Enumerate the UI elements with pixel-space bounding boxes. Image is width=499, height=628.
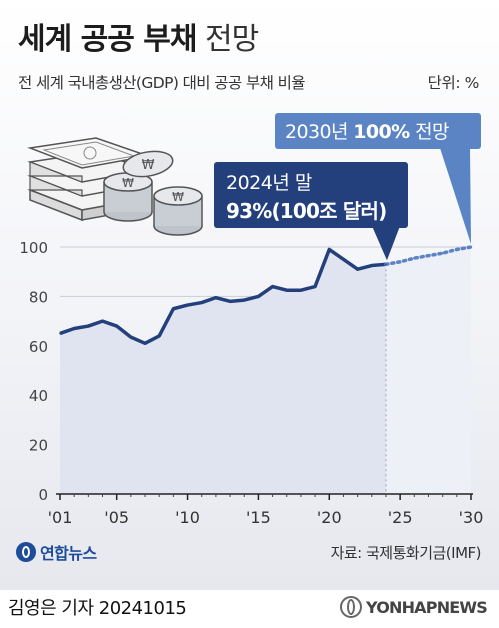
callout-2030-pointer — [440, 148, 471, 244]
y-tick-label-100: 100 — [19, 239, 48, 257]
point-2021 — [342, 258, 345, 261]
historical-debt-line — [59, 247, 387, 346]
callout-2024-pointer — [372, 226, 400, 261]
point-2003 — [87, 325, 90, 327]
y-tick-label-0: 0 — [38, 486, 48, 504]
callout-2030: 2030년 100% 전망 — [275, 113, 481, 149]
money-stack-and-coins-icon: ₩ ₩ ₩ — [27, 137, 203, 236]
point-2019 — [314, 285, 316, 288]
projection-point-2027 — [427, 254, 430, 257]
point-2023 — [370, 264, 373, 267]
point-2004 — [101, 320, 104, 322]
source-note: 자료: 국제통화기금(IMF) — [330, 544, 482, 562]
series-group — [59, 245, 473, 346]
callout-2030-prefix: 2030년 — [285, 121, 348, 143]
callout-2030-value: 100% — [353, 121, 410, 143]
point-2022 — [356, 268, 359, 271]
callout-2030-suffix: 전망 — [415, 121, 449, 143]
x-tick-label-2015: '15 — [246, 508, 271, 527]
agency-watermark: YONHAPNEWS — [339, 596, 488, 618]
point-2009 — [172, 307, 175, 310]
y-tick-label-40: 40 — [29, 387, 48, 405]
point-2007 — [144, 342, 146, 345]
callout-pointers — [372, 148, 471, 261]
point-2013 — [229, 300, 231, 303]
point-2006 — [130, 336, 132, 338]
point-2016 — [271, 285, 274, 288]
x-tick-label-2005: '05 — [104, 508, 129, 527]
x-tick-label-2030: '30 — [459, 508, 484, 527]
point-2012 — [215, 296, 217, 299]
projection-point-2029 — [455, 248, 459, 251]
x-tick-label-2025: '25 — [388, 508, 413, 527]
footer-bar — [0, 590, 499, 628]
yonhap-logo: 연합뉴스 — [16, 540, 97, 564]
point-2015 — [257, 295, 260, 298]
area-fill — [60, 249, 386, 494]
point-2001 — [59, 332, 61, 335]
point-2011 — [200, 301, 203, 304]
x-tick-label-2010: '10 — [175, 508, 200, 527]
coin-symbol-1: ₩ — [122, 176, 134, 190]
point-2024 — [385, 263, 387, 266]
y-tick-label-60: 60 — [29, 338, 48, 356]
agency-name: YONHAPNEWS — [365, 597, 488, 617]
page-title: 세계 공공 부채 전망 — [18, 14, 259, 58]
yonhap-logo-icon — [16, 542, 36, 562]
coin-symbol-3: ₩ — [142, 158, 155, 173]
globe-icon — [339, 596, 362, 618]
point-2002 — [73, 327, 75, 330]
point-2014 — [243, 299, 246, 301]
chart-svg: ₩ ₩ ₩ 0 20 40 60 80 100 '01 '05 '10 '15 '20 '25 '30 — [19, 137, 483, 527]
projection-point-2026 — [413, 256, 416, 260]
point-2017 — [285, 289, 288, 292]
y-tick-label-20: 20 — [29, 437, 48, 455]
logo-text: 연합뉴스 — [40, 544, 97, 563]
title-bold: 세계 공공 부채 — [18, 22, 197, 57]
coin-symbol-2: ₩ — [172, 190, 184, 204]
x-tick-label-2001: '01 — [48, 508, 73, 527]
point-2018 — [300, 289, 302, 292]
projection-point-2025 — [398, 260, 402, 264]
chart-subtitle: 전 세계 국내총생산(GDP) 대비 공공 부채 비율 — [18, 74, 306, 92]
point-2008 — [158, 335, 161, 337]
x-tick-label-2020: '20 — [317, 508, 342, 527]
reporter-credit: 김영은 기자 20241015 — [8, 598, 187, 619]
callout-2024: 2024년 말 93%(100조 달러) — [214, 162, 408, 228]
y-tick-label-80: 80 — [29, 288, 48, 306]
title-light: 전망 — [205, 22, 259, 57]
projection-point-2030 — [469, 245, 473, 249]
point-2005 — [115, 325, 118, 327]
coins: ₩ ₩ ₩ — [103, 150, 203, 236]
chart-axes: 0 20 40 60 80 100 '01 '05 '10 '15 '20 '25 '30 — [19, 239, 483, 527]
point-2010 — [186, 304, 189, 306]
projection-point-2028 — [441, 251, 444, 255]
projection-area-fill — [385, 247, 471, 494]
unit-label: 단위: % — [427, 74, 480, 92]
callout-2024-label: 2024년 말 — [226, 172, 312, 194]
callout-2024-value: 93%(100조 달러) — [226, 199, 387, 223]
point-2020 — [328, 248, 331, 251]
